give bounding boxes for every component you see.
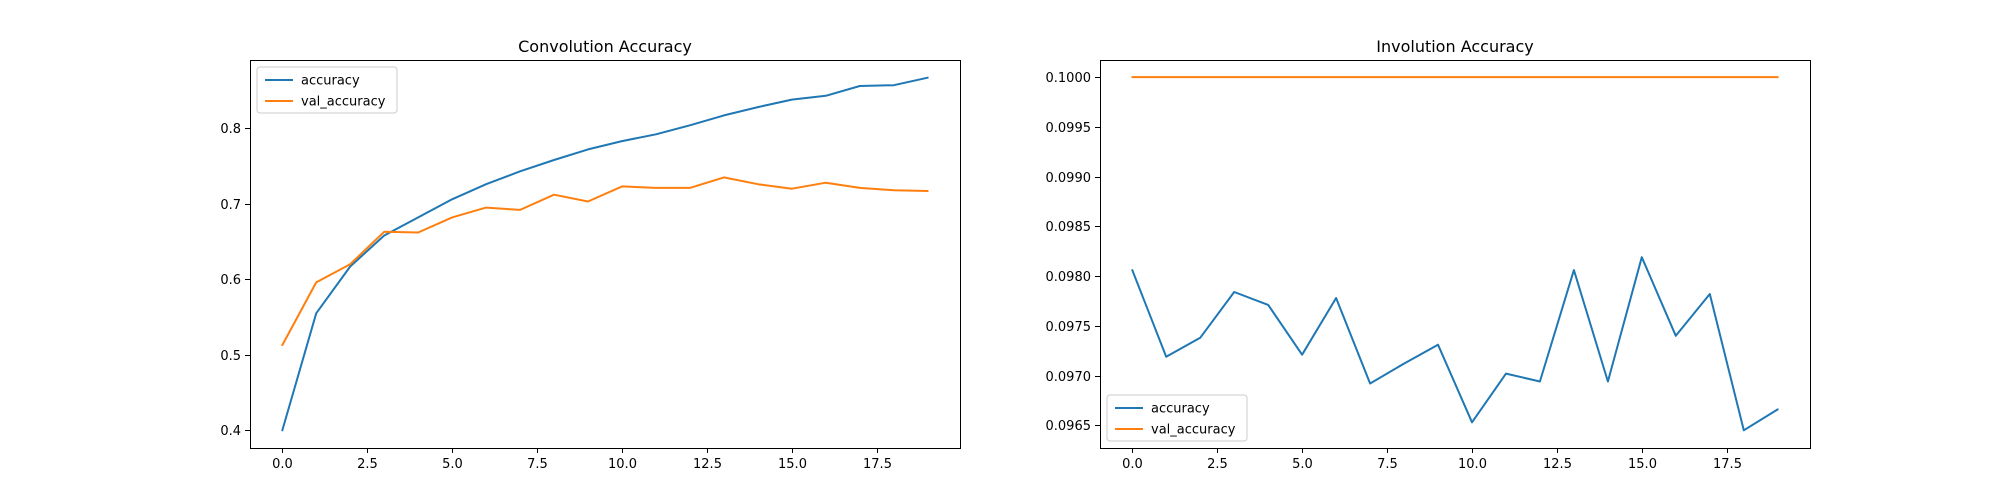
x-axis-ticks: 0.0 2.5 5.0 7.5 10.0 12.5 15.0 17.5	[1122, 448, 1742, 472]
x-tick-label: 10.0	[1458, 457, 1487, 472]
chart-title: Convolution Accuracy	[518, 37, 692, 56]
x-tick-label: 17.5	[1713, 457, 1742, 472]
series-line-accuracy	[1131, 256, 1779, 432]
y-tick-label: 0.5	[220, 349, 241, 364]
axes-frame	[250, 60, 961, 449]
x-tick-label: 2.5	[1207, 457, 1228, 472]
legend-label-accuracy: accuracy	[1151, 402, 1210, 417]
convolution-accuracy-chart: Convolution Accuracy 0.0 2.5 5.0 7.5 10.0 12.…	[220, 37, 961, 472]
y-tick-label: 0.0980	[1046, 270, 1092, 285]
y-axis-ticks: 0.4 0.5 0.6 0.7 0.8	[220, 122, 250, 439]
legend-label-val-accuracy: val_accuracy	[301, 95, 386, 110]
x-tick-label: 0.0	[1122, 457, 1143, 472]
legend-label-val-accuracy: val_accuracy	[1151, 423, 1236, 438]
y-tick-label: 0.0965	[1046, 419, 1092, 434]
x-tick-label: 15.0	[1628, 457, 1657, 472]
y-tick-label: 0.0990	[1046, 171, 1092, 186]
x-tick-label: 0.0	[272, 457, 293, 472]
axes-frame	[1100, 60, 1811, 449]
y-tick-label: 0.0970	[1046, 370, 1092, 385]
x-tick-label: 10.0	[608, 457, 637, 472]
legend-label-accuracy: accuracy	[301, 74, 360, 89]
involution-accuracy-chart: Involution Accuracy 0.0 2.5 5.0 7.5 10.0 12.5…	[1046, 37, 1811, 472]
x-tick-label: 15.0	[778, 457, 807, 472]
y-tick-label: 0.4	[220, 424, 241, 439]
x-tick-label: 5.0	[1292, 457, 1313, 472]
x-tick-label: 2.5	[357, 457, 378, 472]
y-axis-ticks: 0.0965 0.0970 0.0975 0.0980 0.0985 0.0990 0.09…	[1046, 71, 1100, 434]
series-layer	[1131, 76, 1779, 432]
x-tick-label: 17.5	[863, 457, 892, 472]
x-tick-label: 12.5	[693, 457, 722, 472]
legend: accuracy val_accuracy	[1106, 394, 1248, 442]
x-tick-label: 5.0	[442, 457, 463, 472]
legend: accuracy val_accuracy	[256, 66, 398, 114]
chart-title: Involution Accuracy	[1376, 37, 1533, 56]
y-tick-label: 0.0975	[1046, 320, 1092, 335]
y-tick-label: 0.6	[220, 273, 241, 288]
y-tick-label: 0.1000	[1046, 71, 1092, 86]
y-tick-label: 0.8	[220, 122, 241, 137]
y-tick-label: 0.0995	[1046, 121, 1092, 136]
y-tick-label: 0.7	[220, 198, 241, 213]
x-tick-label: 12.5	[1543, 457, 1572, 472]
y-tick-label: 0.0985	[1046, 220, 1092, 235]
x-tick-label: 7.5	[527, 457, 548, 472]
x-tick-label: 7.5	[1377, 457, 1398, 472]
series-layer	[281, 76, 929, 432]
series-line-val-accuracy	[281, 176, 929, 347]
